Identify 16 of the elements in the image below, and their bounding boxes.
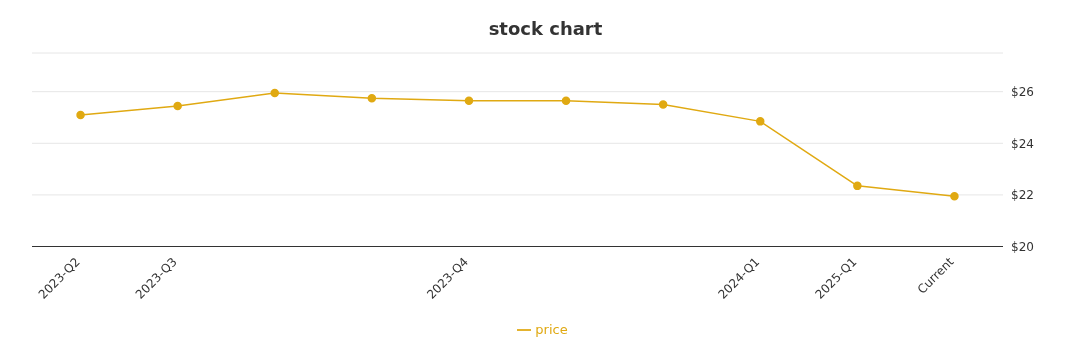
- point: [367, 93, 377, 103]
- legend-label: price: [535, 321, 568, 337]
- point: [950, 191, 959, 201]
- y-tick-label: $20: [1011, 239, 1034, 254]
- y-tick-label: $26: [1011, 84, 1034, 99]
- point: [756, 117, 765, 126]
- point: [853, 181, 862, 191]
- y-tick-label: $24: [1011, 136, 1034, 151]
- y-tick-label: $22: [1011, 188, 1034, 203]
- point: [561, 96, 571, 105]
- point: [270, 88, 279, 98]
- point: [173, 101, 182, 111]
- point: [658, 100, 668, 109]
- point: [464, 96, 474, 105]
- point: [76, 110, 85, 120]
- chart-title: stock chart: [487, 18, 604, 39]
